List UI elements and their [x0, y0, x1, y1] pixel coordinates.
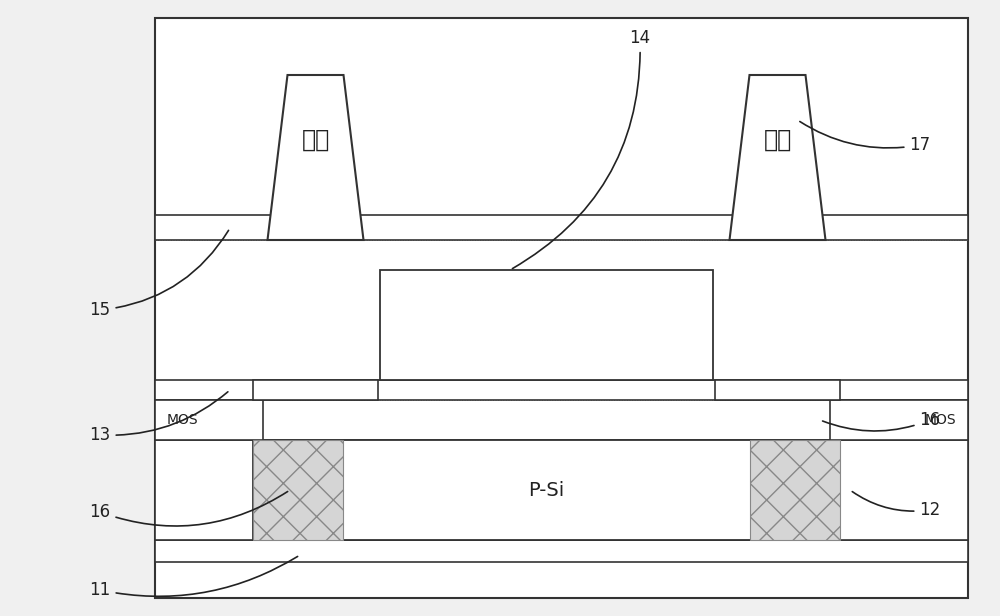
Bar: [155, 18, 968, 598]
Polygon shape: [268, 75, 364, 240]
Text: 16: 16: [823, 411, 941, 431]
Bar: [715, 380, 840, 400]
Bar: [155, 540, 968, 562]
Bar: [155, 440, 968, 540]
Text: 14: 14: [512, 29, 651, 269]
Text: 漏极: 漏极: [763, 128, 792, 152]
Bar: [155, 400, 263, 440]
Text: MOS: MOS: [924, 413, 956, 427]
Bar: [253, 440, 343, 540]
Text: 15: 15: [89, 230, 229, 319]
Bar: [830, 400, 968, 440]
Text: 17: 17: [800, 121, 931, 154]
Text: 12: 12: [852, 492, 941, 519]
Bar: [253, 440, 840, 540]
Text: 13: 13: [89, 392, 228, 444]
Text: 11: 11: [89, 556, 298, 599]
Bar: [380, 270, 713, 380]
Bar: [155, 380, 968, 400]
Text: 16: 16: [89, 492, 288, 526]
Text: P-Si: P-Si: [528, 480, 565, 500]
Bar: [750, 440, 840, 540]
Polygon shape: [730, 75, 825, 240]
Text: 源极: 源极: [301, 128, 330, 152]
Text: MOS: MOS: [167, 413, 199, 427]
Bar: [253, 380, 378, 400]
Bar: [155, 215, 968, 240]
